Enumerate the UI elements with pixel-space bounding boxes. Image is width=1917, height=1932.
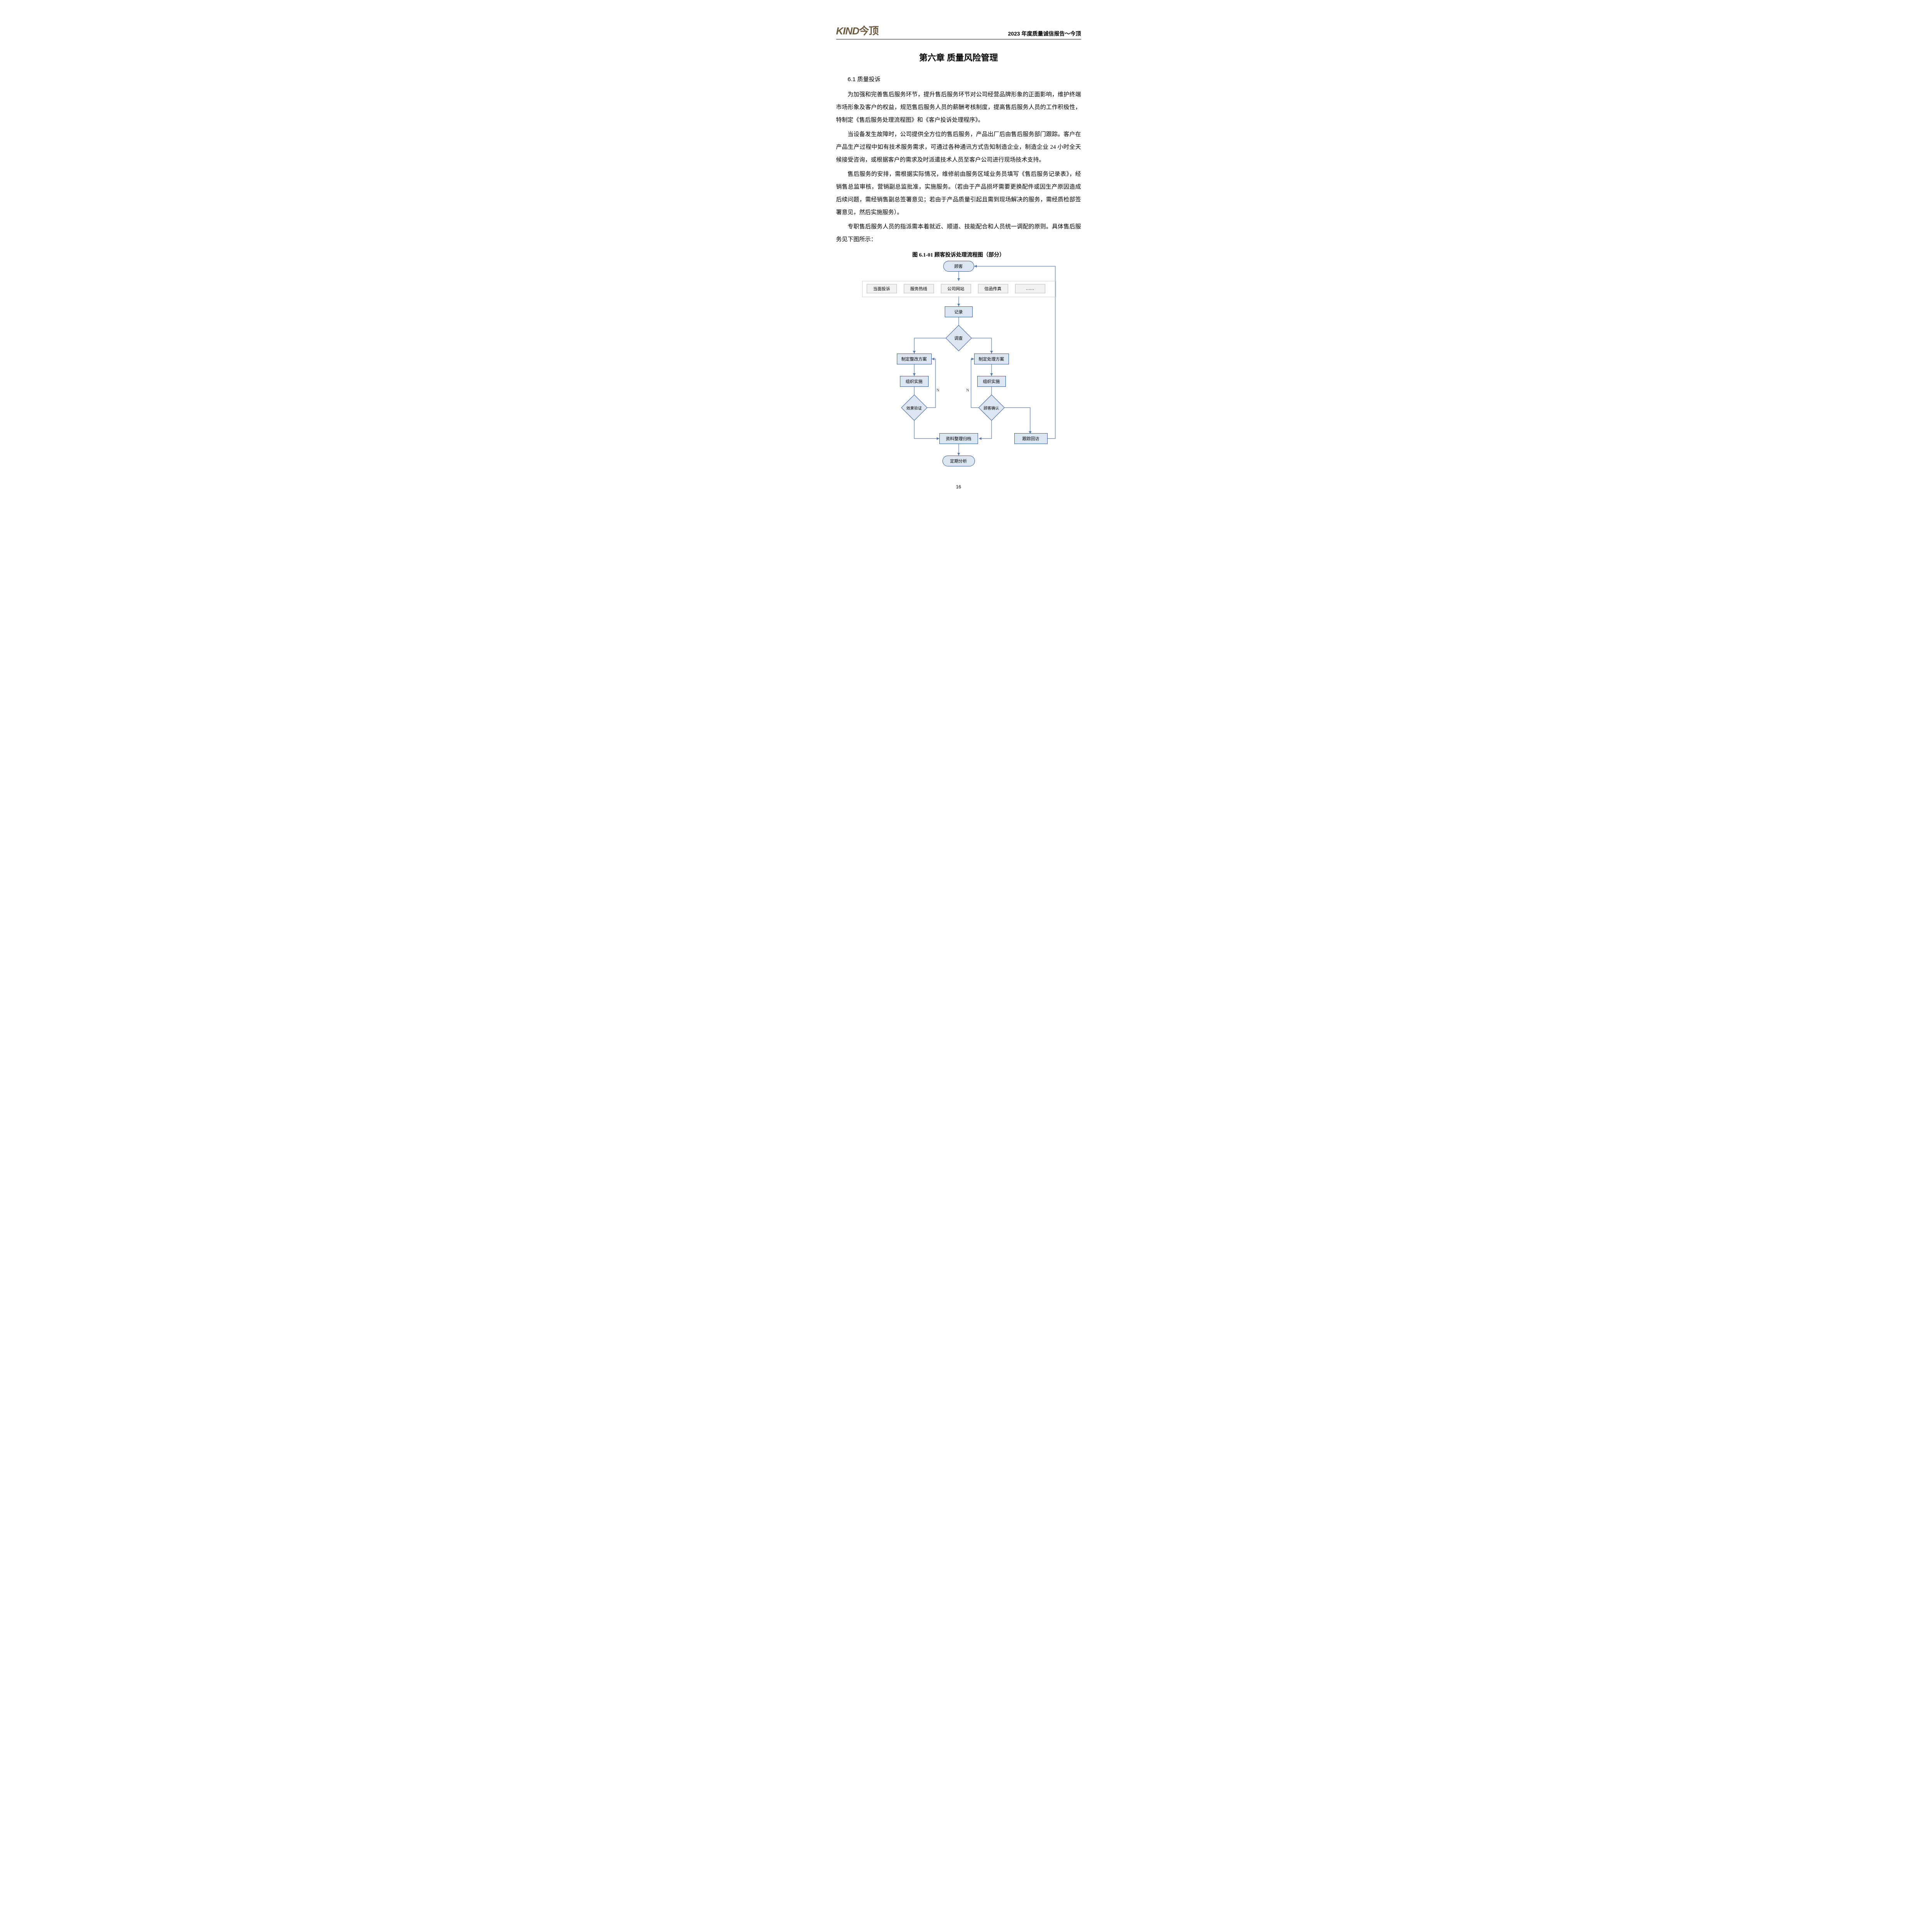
flowchart: 顾客 当面投诉 服务热线 公司网站 信函传真 …… 记录 调查 制定整改方案 制… — [858, 261, 1059, 477]
node-right-confirm-label: 顾客确认 — [982, 398, 1001, 417]
chapter-title: 第六章 质量风险管理 — [836, 51, 1081, 63]
node-left-verify-label: 效果验证 — [905, 398, 924, 417]
node-archive: 资料整理归档 — [939, 433, 978, 444]
label-n-right: N — [966, 388, 969, 393]
page-header: KIND今顶 2023 年度质量诚信报告～今顶 — [836, 23, 1081, 39]
page: KIND今顶 2023 年度质量诚信报告～今顶 第六章 质量风险管理 6.1 质… — [805, 0, 1112, 505]
node-followup: 跟踪回访 — [1014, 433, 1048, 444]
node-left-plan: 制定整改方案 — [897, 354, 932, 364]
page-number: 16 — [836, 484, 1081, 490]
label-n-left: N — [937, 388, 939, 393]
paragraph-3: 售后服务的安排，需根据实际情况，维修前由服务区域业务员填写《售后服务记录表》，经… — [836, 168, 1081, 219]
figure-caption: 图 6.1-01 顾客投诉处理流程图（部分） — [836, 251, 1081, 259]
section-label: 6.1 质量投诉 — [848, 75, 1081, 83]
logo-prefix: KIND — [836, 25, 859, 37]
paragraph-4: 专职售后服务人员的指派需本着就近、顺道、技能配合和人员统一调配的原则。具体售后服… — [836, 221, 1081, 246]
node-channel-2: 服务热线 — [904, 284, 934, 293]
node-periodic: 定期分析 — [942, 456, 975, 466]
logo: KIND今顶 — [836, 23, 879, 37]
node-customer: 顾客 — [943, 261, 974, 272]
node-left-impl: 组织实施 — [900, 376, 929, 387]
node-left-verify: 效果验证 — [905, 398, 924, 417]
node-channel-4: 信函传真 — [978, 284, 1008, 293]
node-record: 记录 — [945, 306, 973, 317]
paragraph-2: 当设备发生故障时，公司提供全方位的售后服务，产品出厂后由售后服务部门跟踪。客户在… — [836, 128, 1081, 167]
node-right-confirm: 顾客确认 — [982, 398, 1001, 417]
node-investigate-label: 调查 — [949, 329, 968, 347]
node-right-plan: 制定处理方案 — [974, 354, 1009, 364]
paragraph-1: 为加强和完善售后服务环节，提升售后服务环节对公司经营品牌形象的正面影响，维护终端… — [836, 88, 1081, 127]
node-channel-3: 公司网站 — [941, 284, 971, 293]
node-channel-1: 当面投诉 — [867, 284, 897, 293]
logo-cn: 今顶 — [859, 25, 878, 37]
header-right: 2023 年度质量诚信报告～今顶 — [1008, 30, 1081, 37]
node-investigate: 调查 — [949, 329, 968, 347]
node-channel-5: …… — [1015, 284, 1045, 293]
node-right-impl: 组织实施 — [977, 376, 1006, 387]
